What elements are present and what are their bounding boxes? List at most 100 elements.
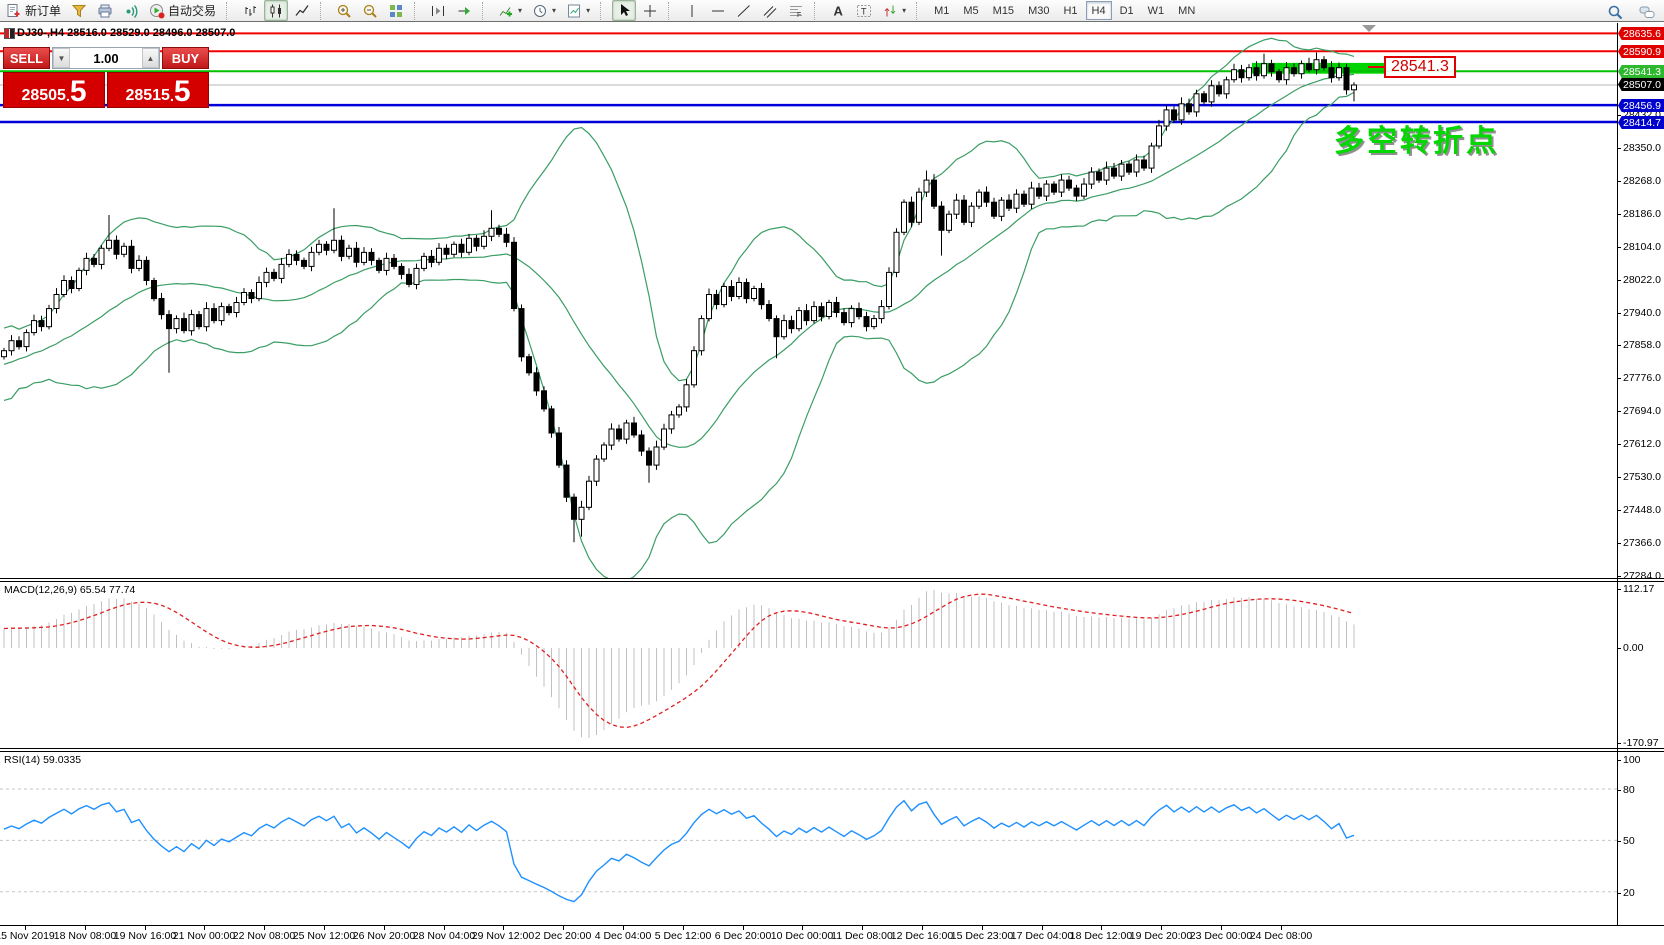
arrows-button[interactable]: ▾ (878, 0, 910, 21)
timeframe-d1-button[interactable]: D1 (1119, 4, 1134, 17)
vertical-line-icon (684, 3, 700, 19)
price-level-tag: 28541.3 (1384, 56, 1456, 78)
bar-chart-button[interactable] (238, 0, 262, 21)
periods-button[interactable]: ▾ (528, 0, 560, 21)
macd-pane[interactable] (0, 582, 1617, 748)
axis-tick-mark (1618, 743, 1621, 744)
timeframe-mn-button[interactable]: MN (1178, 4, 1196, 17)
time-axis-tick (743, 926, 744, 930)
zoom-in-icon (336, 3, 352, 19)
lot-size-value[interactable]: 1.00 (93, 51, 119, 66)
time-axis-label: 2 Dec 20:00 (534, 930, 592, 942)
equidistant-channel-button[interactable] (758, 0, 782, 21)
toolbar-separator (600, 1, 607, 20)
toolbar-separator (320, 1, 327, 20)
time-axis-tick (145, 926, 146, 930)
time-axis-label: 17 Dec 04:00 (1010, 930, 1074, 942)
equidistant-channel-icon (762, 3, 778, 19)
rsi-pane[interactable] (0, 752, 1617, 924)
macd-axis-tick: 112.17 (1623, 583, 1655, 595)
market-watch-button[interactable] (93, 0, 117, 21)
macd-axis-tick: 0.00 (1623, 642, 1644, 654)
timeframe-h1-button[interactable]: H1 (1063, 4, 1078, 17)
add-indicator-button[interactable]: ▾ (494, 0, 526, 21)
funnel-button[interactable] (67, 0, 91, 21)
candlestick-chart[interactable] (0, 23, 1617, 578)
auto-scroll-button[interactable] (452, 0, 476, 21)
price-axis-tick: 28104.0 (1623, 241, 1661, 253)
chart-shift-button[interactable] (426, 0, 450, 21)
vertical-line-button[interactable] (680, 0, 704, 21)
ask-price[interactable]: 28515. 5 (107, 72, 209, 108)
price-axis-tick: 27284.0 (1623, 570, 1661, 582)
lot-increase-button[interactable]: ▲ (142, 48, 159, 68)
chart-ohlc-values: 28516.0 28529.0 28496.0 28507.0 (67, 27, 236, 39)
axis-tick-mark (1618, 760, 1621, 761)
lot-decrease-button[interactable]: ▼ (53, 48, 70, 68)
pane-separator[interactable] (0, 748, 1664, 752)
pane-separator[interactable] (0, 578, 1664, 582)
candlestick-chart-button[interactable] (264, 0, 289, 21)
templates-button[interactable]: ▾ (562, 0, 594, 21)
price-axis-tick: 28350.0 (1623, 142, 1661, 154)
tile-windows-button[interactable] (384, 0, 408, 21)
rsi-axis-tick: 50 (1623, 835, 1635, 847)
svg-text:A: A (834, 3, 844, 18)
fibonacci-button[interactable]: F (784, 0, 808, 21)
horizontal-line-button[interactable] (706, 0, 730, 21)
rsi-axis-tick: 100 (1623, 754, 1641, 766)
bid-price[interactable]: 28505. 5 (3, 72, 105, 108)
axis-tick-mark (1618, 411, 1621, 412)
timeframe-h4-button[interactable]: H4 (1085, 1, 1112, 20)
time-axis-tick (862, 926, 863, 930)
axis-tick-mark (1618, 345, 1621, 346)
price-axis: 28432.0 28350.0 28268.0 28186.0 28104.0 28022… (1617, 23, 1664, 945)
price-axis-tick: 27940.0 (1623, 307, 1661, 319)
line-chart-icon (294, 3, 310, 19)
time-axis-label: 4 Dec 04:00 (594, 930, 652, 942)
text-button[interactable]: A (826, 0, 850, 21)
zoom-out-icon (362, 3, 378, 19)
chevron-down-icon: ▾ (518, 6, 523, 15)
timeframe-m30-button[interactable]: M30 (1028, 4, 1050, 17)
time-axis: 15 Nov 2019 18 Nov 08:00 19 Nov 16:00 21 No… (0, 925, 1664, 945)
text-label-button[interactable]: T (852, 0, 876, 21)
time-axis-tick (1221, 926, 1222, 930)
chat-icon (1639, 4, 1655, 20)
rsi-axis-tick: 80 (1623, 784, 1635, 796)
axis-tick-mark (1618, 477, 1621, 478)
sell-button[interactable]: SELL (3, 47, 50, 69)
time-axis-tick (204, 926, 205, 930)
search-button[interactable] (1603, 1, 1627, 22)
time-axis-label: 5 Dec 12:00 (654, 930, 712, 942)
time-axis-label: 29 Nov 12:00 (471, 930, 535, 942)
zoom-in-button[interactable] (332, 0, 356, 21)
axis-tick-mark (1618, 893, 1621, 894)
time-axis-label: 15 Dec 23:00 (950, 930, 1014, 942)
crosshair-button[interactable] (638, 0, 662, 21)
buy-button[interactable]: BUY (162, 47, 209, 69)
timeframe-m1-button[interactable]: M1 (934, 4, 950, 17)
line-chart-button[interactable] (290, 0, 314, 21)
svg-text:F: F (797, 12, 801, 19)
axis-tick-mark (1618, 313, 1621, 314)
cursor-icon (616, 3, 632, 19)
time-axis-label: 12 Dec 16:00 (890, 930, 954, 942)
timeframe-m15-button[interactable]: M15 (992, 4, 1015, 17)
macd-axis-tick: -170.97 (1623, 737, 1659, 749)
autotrading-button[interactable]: 自动交易 (145, 0, 220, 21)
price-level-badge: 28456.9 (1618, 99, 1664, 112)
new-order-button[interactable]: 新订单 (2, 0, 65, 21)
zoom-out-button[interactable] (358, 0, 382, 21)
lot-size-field[interactable]: ▼ 1.00 ▲ (52, 47, 160, 69)
timeframe-m5-button[interactable]: M5 (963, 4, 979, 17)
broadcast-button[interactable] (119, 0, 143, 21)
time-axis-label: 18 Nov 08:00 (53, 930, 117, 942)
cursor-button[interactable] (612, 0, 637, 21)
timeframe-w1-button[interactable]: W1 (1147, 4, 1165, 17)
trendline-button[interactable] (732, 0, 756, 21)
rsi-label: RSI(14) 59.0335 (4, 754, 82, 766)
chat-button[interactable] (1635, 1, 1659, 22)
time-axis-label: 11 Dec 08:00 (831, 930, 893, 942)
chart-annotation-text: 多空转折点 (1334, 125, 1499, 158)
